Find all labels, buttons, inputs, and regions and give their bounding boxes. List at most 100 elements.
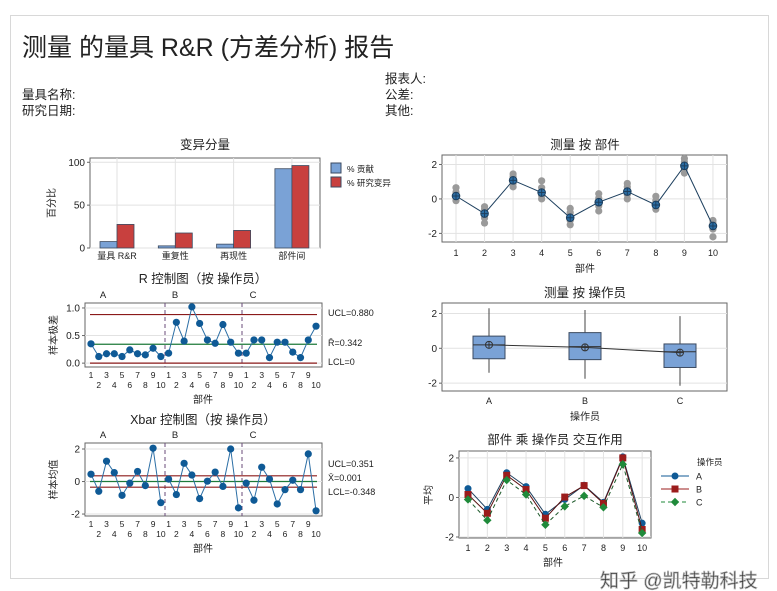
data-point bbox=[289, 476, 297, 484]
x-tick-label: 4 bbox=[524, 543, 529, 553]
marker-square bbox=[522, 486, 530, 494]
y-tick-label: 0 bbox=[448, 493, 454, 504]
x-tick-label: 3 bbox=[504, 543, 509, 553]
x-tick-label: 9 bbox=[306, 519, 311, 529]
x-tick-label: 2 bbox=[174, 529, 179, 539]
marker-diamond bbox=[637, 528, 647, 538]
x-tick-label: 9 bbox=[151, 519, 156, 529]
y-axis-label: 百分比 bbox=[46, 188, 58, 218]
x-axis-label: 部件 bbox=[575, 262, 595, 275]
data-point bbox=[165, 349, 173, 357]
mean-crosshair bbox=[709, 222, 717, 230]
data-point bbox=[95, 352, 103, 361]
series-line bbox=[168, 448, 239, 508]
x-tick-label: 3 bbox=[182, 370, 187, 380]
center-label: X̄=0.001 bbox=[328, 473, 362, 483]
data-point bbox=[250, 336, 258, 344]
data-point bbox=[227, 338, 235, 346]
marker-square bbox=[483, 509, 491, 517]
x-tick-label: 1 bbox=[465, 543, 470, 553]
y-tick-label: 0 bbox=[74, 477, 80, 488]
legend-label: C bbox=[696, 498, 703, 508]
data-point bbox=[312, 322, 320, 330]
marker-diamond bbox=[599, 503, 608, 512]
x-tick-label: 3 bbox=[511, 248, 516, 258]
measurement-point bbox=[709, 233, 717, 241]
y-tick-label: 50 bbox=[74, 201, 86, 212]
data-point bbox=[281, 338, 289, 346]
measurement-point bbox=[652, 192, 660, 200]
bar-contribution bbox=[216, 243, 235, 249]
marker-square bbox=[541, 514, 549, 522]
watermark-text: 知乎 @凯特勒科技 bbox=[600, 570, 758, 591]
reported-by-label: 报表人: bbox=[385, 72, 426, 86]
x-tick-label: 7 bbox=[213, 370, 218, 380]
ucl-label: UCL=0.880 bbox=[328, 308, 374, 318]
data-point bbox=[258, 463, 266, 471]
x-tick-label: 8 bbox=[653, 248, 658, 258]
x-tick-label: 8 bbox=[221, 529, 226, 539]
y-tick-label: -2 bbox=[71, 510, 80, 521]
x-tick-label: 6 bbox=[596, 248, 601, 258]
x-tick-label: 5 bbox=[120, 519, 125, 529]
x-tick-label: 3 bbox=[259, 519, 264, 529]
data-point bbox=[304, 450, 312, 458]
center-label: R̄=0.342 bbox=[328, 338, 362, 348]
data-point bbox=[258, 336, 266, 344]
x-tick-label: 5 bbox=[275, 519, 280, 529]
measurement-point bbox=[480, 203, 489, 211]
data-point bbox=[133, 350, 142, 358]
measurement-point bbox=[566, 204, 574, 213]
y-tick-label: 2 bbox=[431, 309, 437, 320]
x-tick-label: 6 bbox=[283, 380, 288, 390]
misc-label: 其他: bbox=[385, 104, 414, 118]
measurement-point bbox=[452, 184, 460, 192]
x-tick-label: 3 bbox=[104, 370, 109, 380]
x-tick-label: 10 bbox=[311, 529, 321, 539]
data-point bbox=[203, 336, 211, 344]
y-axis-label: 样本极差 bbox=[47, 315, 60, 355]
marker-square bbox=[503, 471, 511, 479]
marker-square bbox=[580, 482, 588, 490]
x-tick-label: 5 bbox=[568, 248, 573, 258]
mean-crosshair bbox=[581, 343, 589, 351]
data-point bbox=[265, 475, 274, 483]
y-tick-label: 0 bbox=[431, 344, 437, 355]
marker-circle bbox=[464, 485, 472, 493]
bar-contribution bbox=[274, 168, 293, 249]
x-tick-label: 9 bbox=[306, 370, 311, 380]
x-tick-label: 2 bbox=[96, 380, 101, 390]
data-point bbox=[172, 490, 180, 499]
x-axis-label: 部件 bbox=[193, 542, 213, 555]
x-tick-label: 5 bbox=[197, 519, 202, 529]
data-point bbox=[227, 445, 235, 453]
x-tick-label: 7 bbox=[290, 519, 295, 529]
marker-square bbox=[619, 454, 627, 462]
ucl-label: UCL=0.351 bbox=[328, 459, 374, 469]
marker-diamond bbox=[579, 491, 589, 501]
marker-diamond bbox=[521, 490, 531, 499]
legend-swatch bbox=[330, 162, 342, 174]
x-tick-label: 重复性 bbox=[162, 250, 189, 261]
x-tick-label: 1 bbox=[89, 370, 94, 380]
mean-crosshair bbox=[623, 187, 632, 196]
y-tick-label: -2 bbox=[428, 229, 437, 240]
x-tick-label: 2 bbox=[482, 248, 487, 258]
data-point bbox=[149, 444, 157, 452]
mean-crosshair bbox=[676, 349, 684, 357]
chart-title: 部件 乘 操作员 交互作用 bbox=[487, 432, 622, 447]
y-tick-label: 0.5 bbox=[66, 331, 80, 342]
x-tick-label: 1 bbox=[453, 248, 458, 258]
x-tick-label: 2 bbox=[485, 543, 490, 553]
x-tick-label: 3 bbox=[104, 519, 109, 529]
data-point bbox=[296, 486, 305, 494]
mean-crosshair bbox=[566, 213, 574, 222]
measurement-point bbox=[480, 219, 489, 227]
x-tick-label: 9 bbox=[682, 248, 687, 258]
x-tick-label: 10 bbox=[156, 380, 166, 390]
x-tick-label: B bbox=[582, 396, 588, 406]
data-point bbox=[211, 339, 219, 347]
bar-study-var bbox=[116, 224, 135, 249]
